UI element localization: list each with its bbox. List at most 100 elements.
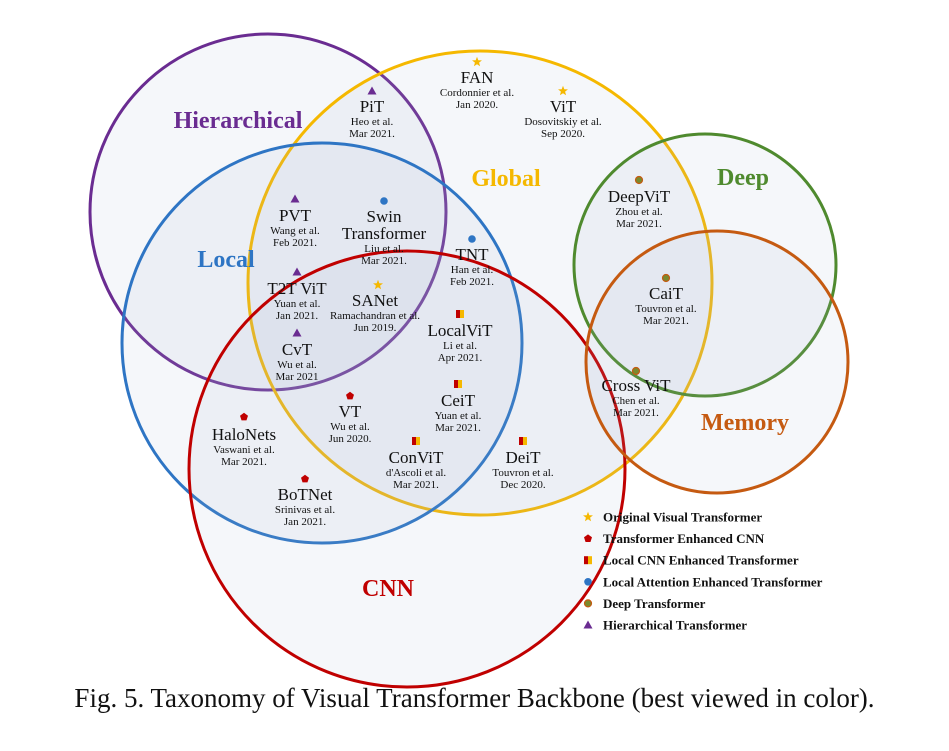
model-name: BoTNet bbox=[278, 485, 333, 504]
model-name: CvT bbox=[282, 340, 313, 359]
star-marker-icon bbox=[558, 85, 568, 96]
legend-item: Original Visual Transformer bbox=[583, 510, 762, 525]
legend-item: Deep Transformer bbox=[583, 596, 706, 611]
star-legend-icon bbox=[583, 511, 593, 522]
model-meta: Han et al. bbox=[451, 264, 494, 276]
rect-marker-icon bbox=[412, 437, 420, 445]
legend-label: Original Visual Transformer bbox=[603, 510, 762, 525]
circle-blue-marker-icon bbox=[468, 235, 476, 243]
model-meta: Vaswani et al. bbox=[213, 444, 275, 456]
model-name: HaloNets bbox=[212, 425, 276, 444]
set-label-local: Local bbox=[197, 247, 255, 273]
model-name: PVT bbox=[279, 206, 312, 225]
circle-blue-marker-icon bbox=[380, 197, 388, 205]
triangle-marker-icon bbox=[292, 328, 302, 337]
set-label-global: Global bbox=[471, 166, 541, 192]
set-label-memory: Memory bbox=[701, 410, 789, 436]
model-name: ConViT bbox=[389, 448, 444, 467]
model-name: DeiT bbox=[506, 448, 542, 467]
model-meta: Apr 2021. bbox=[438, 352, 483, 364]
triangle-legend-icon bbox=[583, 620, 593, 629]
model-name: CaiT bbox=[649, 284, 684, 303]
model-name: T2T ViT bbox=[267, 279, 327, 298]
model-name: VT bbox=[339, 402, 362, 421]
model-meta: Touvron et al. bbox=[635, 303, 696, 315]
model-meta: Wu et al. bbox=[330, 421, 370, 433]
model-meta: Mar 2021. bbox=[221, 456, 267, 468]
circle-olive-marker-icon bbox=[631, 366, 641, 376]
pentagon-marker-icon bbox=[240, 412, 248, 421]
model-name: LocalViT bbox=[427, 321, 493, 340]
circle-blue-legend-icon bbox=[584, 578, 592, 586]
model-name: DeepViT bbox=[608, 187, 671, 206]
set-label-deep: Deep bbox=[717, 165, 769, 191]
legend-item: Hierarchical Transformer bbox=[583, 618, 747, 633]
model-name: Swin Transformer bbox=[342, 207, 427, 243]
circle-local bbox=[120, 141, 524, 545]
model-meta: Dec 2020. bbox=[500, 479, 545, 491]
triangle-marker-icon bbox=[292, 267, 302, 276]
model-meta: Chen et al. bbox=[612, 395, 660, 407]
model-name: ViT bbox=[550, 97, 577, 116]
model-name: PiT bbox=[360, 97, 385, 116]
triangle-marker-icon bbox=[367, 86, 377, 95]
circle-olive-marker-icon bbox=[661, 273, 671, 283]
model-meta: d'Ascoli et al. bbox=[386, 467, 447, 479]
model-meta: Feb 2021. bbox=[273, 237, 317, 249]
model-meta: Yuan et al. bbox=[435, 410, 482, 422]
model-name: Cross ViT bbox=[601, 376, 671, 395]
model-meta: Wu et al. bbox=[277, 359, 317, 371]
circle-olive-legend-icon bbox=[583, 599, 593, 608]
rect-marker-icon bbox=[454, 380, 462, 388]
legend: Original Visual Transformer Transformer E… bbox=[583, 510, 823, 633]
circle-memory bbox=[584, 229, 850, 495]
model-meta: Jun 2019. bbox=[354, 322, 397, 334]
pentagon-marker-icon bbox=[301, 474, 309, 483]
model-meta: Jan 2021. bbox=[284, 516, 326, 528]
model-meta: Mar 2021. bbox=[393, 479, 439, 491]
model-meta: Sep 2020. bbox=[541, 128, 585, 140]
legend-label: Local CNN Enhanced Transformer bbox=[603, 553, 799, 568]
star-marker-icon bbox=[472, 56, 482, 67]
rect-legend-icon bbox=[584, 556, 592, 565]
model-name: CeiT bbox=[441, 391, 476, 410]
model-name: SANet bbox=[352, 291, 399, 310]
legend-item: Transformer Enhanced CNN bbox=[584, 531, 765, 546]
rect-marker-icon bbox=[456, 310, 464, 318]
model-meta: Touvron et al. bbox=[492, 467, 553, 479]
model-meta: Mar 2021. bbox=[616, 218, 662, 230]
model-meta: Jan 2020. bbox=[456, 99, 498, 111]
model-meta: Yuan et al. bbox=[274, 298, 321, 310]
rect-marker-icon bbox=[519, 437, 527, 445]
legend-label: Local Attention Enhanced Transformer bbox=[603, 574, 823, 589]
model-meta: Mar 2021. bbox=[435, 422, 481, 434]
model-meta: Jan 2021. bbox=[276, 310, 318, 322]
model-meta: Dosovitskiy et al. bbox=[524, 116, 602, 128]
model-meta: Feb 2021. bbox=[450, 276, 494, 288]
circle-hierarchical bbox=[88, 32, 448, 392]
model-meta: Ramachandran et al. bbox=[330, 310, 420, 322]
circle-deep bbox=[572, 132, 838, 398]
model-meta: Mar 2021. bbox=[361, 255, 407, 267]
model-meta: Jun 2020. bbox=[329, 433, 372, 445]
circle-olive-marker-icon bbox=[634, 175, 644, 185]
legend-item: Local CNN Enhanced Transformer bbox=[584, 553, 799, 568]
figure-caption: Fig. 5. Taxonomy of Visual Transformer B… bbox=[74, 683, 875, 713]
set-label-cnn: CNN bbox=[362, 576, 415, 602]
legend-label: Transformer Enhanced CNN bbox=[603, 531, 765, 546]
